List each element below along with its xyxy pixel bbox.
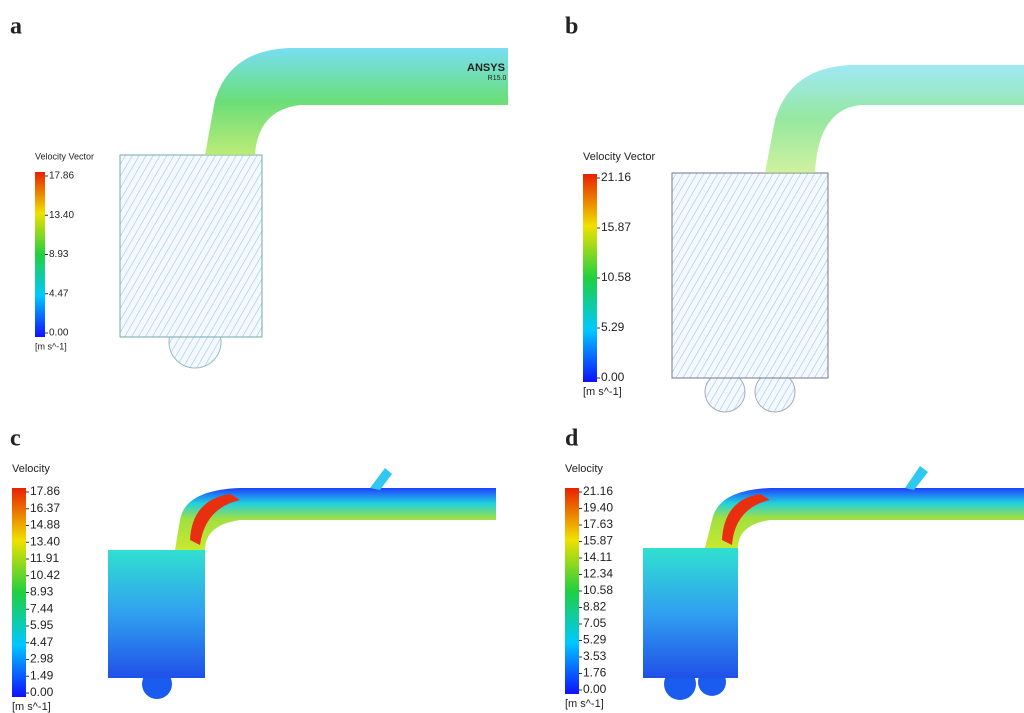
tick-label: 0.00 [49, 328, 69, 339]
tick-label: 4.47 [30, 635, 54, 649]
legend-title: Velocity Vector [35, 151, 94, 161]
tick-label: 21.16 [583, 484, 613, 498]
tick-label: 15.87 [583, 534, 613, 548]
figure: a Velocity Vector 17.86 13.40 8.93 4.47 0.00 [m… [0, 0, 1024, 713]
unit-label: [m s^-1] [565, 698, 604, 710]
colorbar [583, 174, 597, 382]
geometry-d [643, 466, 1024, 700]
tick-label: 5.95 [30, 618, 54, 632]
tick-label: 21.16 [601, 170, 631, 184]
tick-label: 13.40 [30, 534, 60, 548]
tick-label: 1.76 [583, 666, 607, 680]
tick-label: 11.91 [30, 551, 59, 565]
colorbar [565, 488, 579, 694]
panel-label: a [10, 14, 22, 40]
tick-label: 5.29 [583, 633, 607, 647]
geometry-a [120, 48, 508, 368]
tick-label: 8.93 [30, 585, 54, 599]
panel-label: c [10, 426, 21, 452]
legend-title: Velocity Vector [583, 151, 655, 163]
tick-label: 17.86 [49, 171, 74, 182]
tick-label: 10.58 [583, 583, 613, 597]
colorbar [35, 172, 45, 337]
watermark-version: R15.0 [488, 75, 507, 82]
tick-label: 3.53 [583, 649, 607, 663]
tick-label: 8.82 [583, 600, 607, 614]
tick-label: 14.88 [30, 518, 60, 532]
tick-label: 1.49 [30, 668, 54, 682]
watermark: ANSYS [467, 62, 505, 74]
tick-label: 0.00 [30, 685, 54, 699]
legend-title: Velocity [12, 463, 50, 475]
unit-label: [m s^-1] [12, 701, 51, 713]
tick-label: 12.34 [583, 567, 613, 581]
tick-label: 15.87 [601, 220, 631, 234]
tick-label: 8.93 [49, 249, 69, 260]
tick-label: 10.58 [601, 270, 631, 284]
tick-label: 0.00 [601, 370, 625, 384]
tick-label: 16.37 [30, 501, 60, 515]
tick-label: 7.05 [583, 616, 607, 630]
tick-label: 17.86 [30, 484, 60, 498]
unit-label: [m s^-1] [583, 386, 622, 398]
tick-label: 7.44 [30, 601, 54, 615]
geometry-b [672, 65, 1024, 412]
tick-label: 17.63 [583, 517, 613, 531]
tick-label: 19.40 [583, 501, 613, 515]
legend-title: Velocity [565, 463, 603, 475]
unit-label: [m s^-1] [35, 341, 67, 351]
tick-label: 4.47 [49, 288, 69, 299]
tick-label: 2.98 [30, 652, 54, 666]
tick-label: 5.29 [601, 320, 625, 334]
colorbar [12, 488, 26, 697]
geometry-c [108, 468, 496, 699]
tick-label: 14.11 [583, 550, 612, 564]
tick-label: 13.40 [49, 210, 74, 221]
panel-label: d [565, 426, 579, 452]
tick-label: 0.00 [583, 682, 607, 696]
tick-label: 10.42 [30, 568, 60, 582]
panel-label: b [565, 14, 578, 40]
